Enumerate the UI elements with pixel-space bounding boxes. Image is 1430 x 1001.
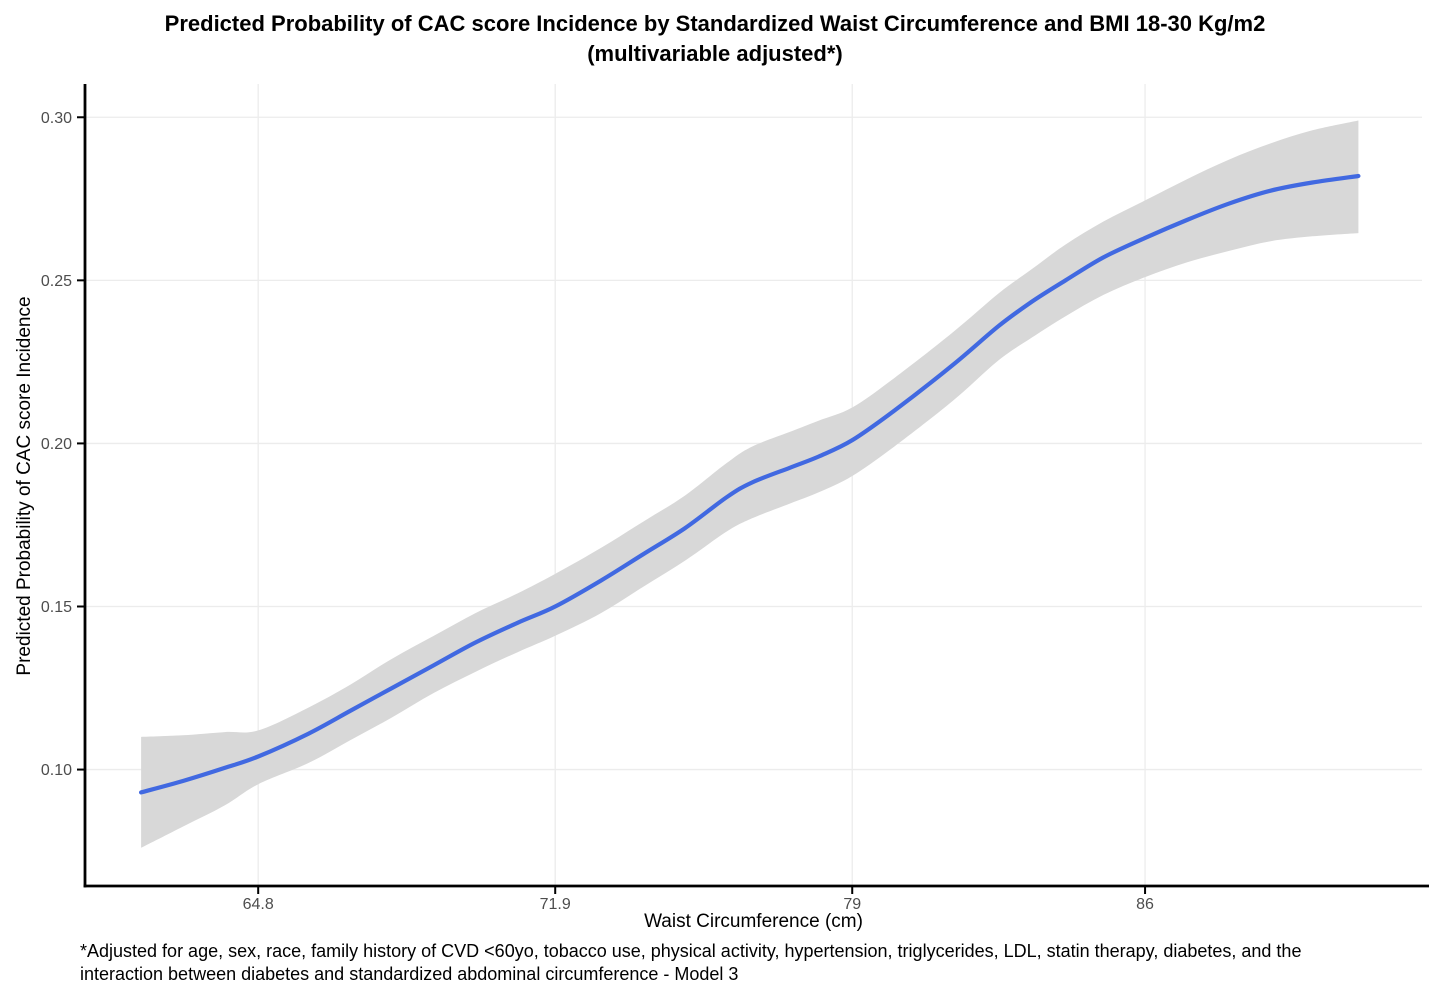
y-tick-label: 0.30 (41, 110, 72, 127)
x-tick-label: 79 (843, 896, 861, 913)
x-tick-label: 71.9 (540, 896, 571, 913)
chart-title: Predicted Probability of CAC score Incid… (0, 9, 1430, 69)
y-tick-label: 0.25 (41, 273, 72, 290)
y-tick-label: 0.20 (41, 436, 72, 453)
chart-title-line1: Predicted Probability of CAC score Incid… (164, 11, 1266, 36)
x-tick-label: 64.8 (243, 896, 274, 913)
footnote-line2: interaction between diabetes and standar… (80, 964, 739, 984)
y-tick-label: 0.10 (41, 762, 72, 779)
chart-title-line2: (multivariable adjusted*) (587, 41, 843, 66)
y-tick-label: 0.15 (41, 599, 72, 616)
footnote: *Adjusted for age, sex, race, family his… (80, 940, 1301, 986)
x-tick-label: 86 (1136, 896, 1154, 913)
footnote-line1: *Adjusted for age, sex, race, family his… (80, 941, 1302, 961)
fitted-line (139, 173, 1361, 795)
x-axis-title: Waist Circumference (cm) (644, 911, 863, 932)
